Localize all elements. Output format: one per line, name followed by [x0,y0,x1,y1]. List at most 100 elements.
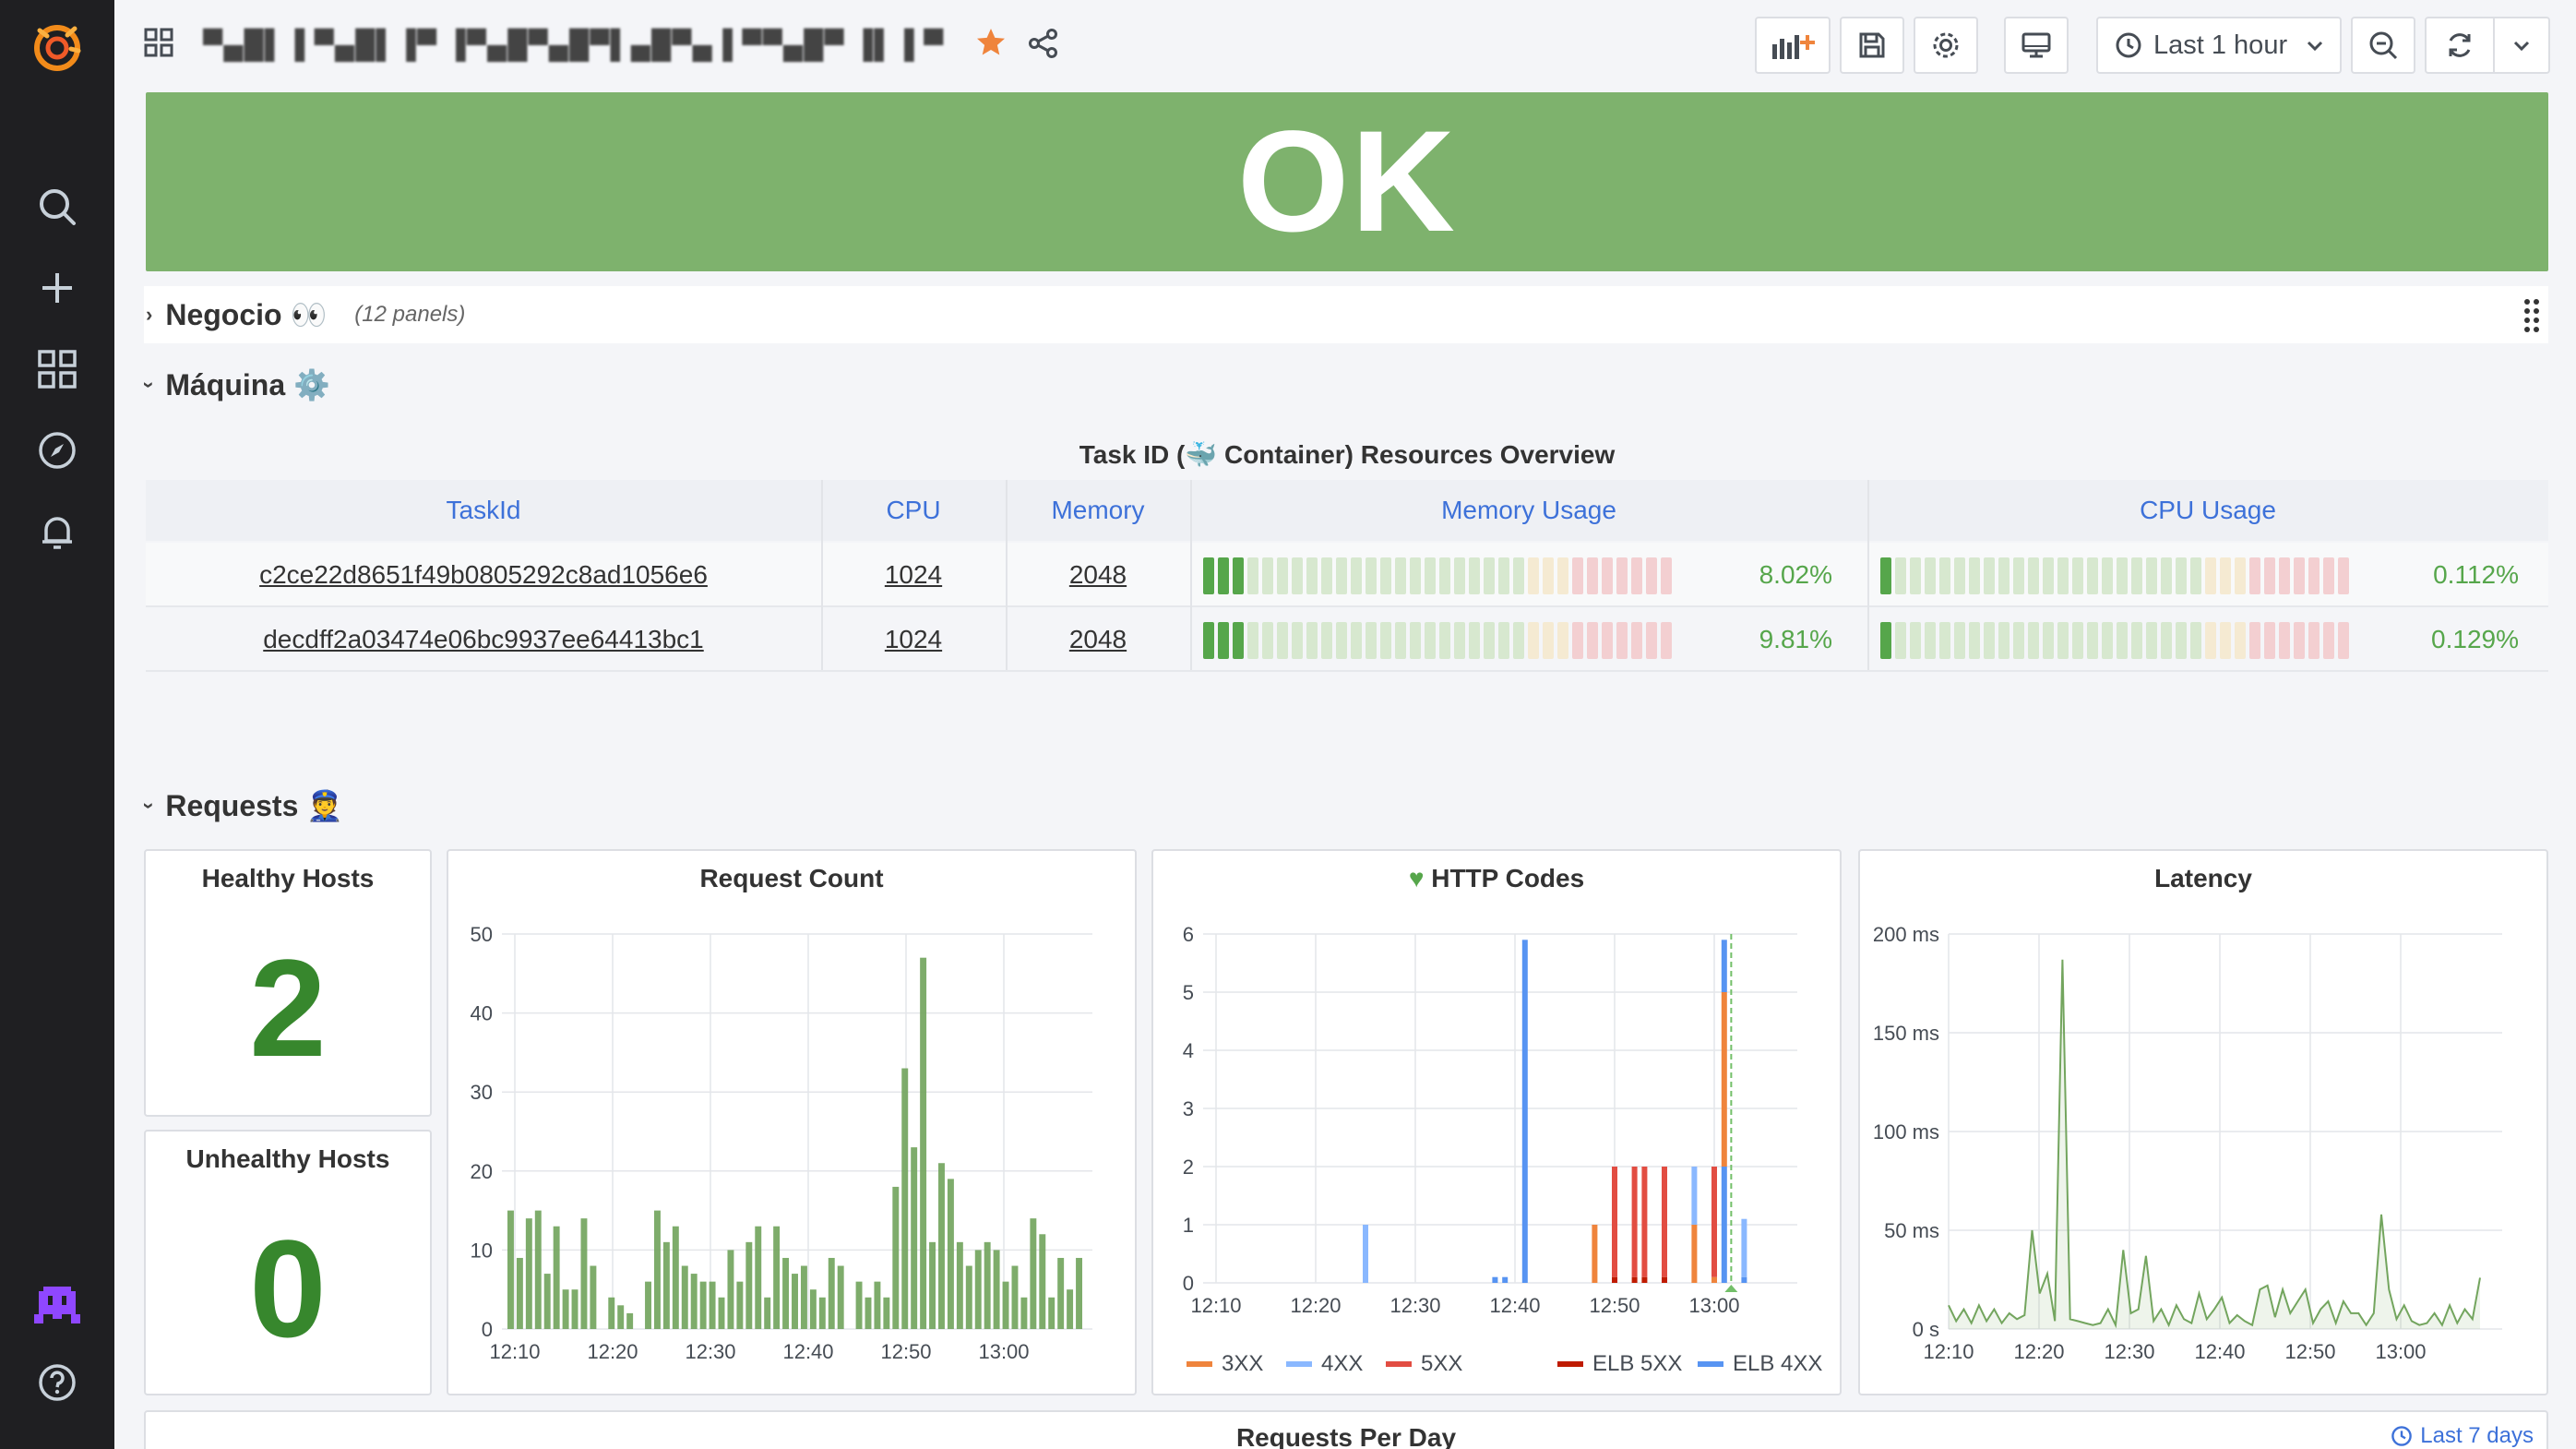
bar [709,1281,716,1329]
row-requests-header[interactable]: › Requests 👮 [138,788,343,823]
search-icon[interactable] [28,177,87,236]
explore-compass-icon[interactable] [28,421,87,480]
gauge-cell [2294,622,2305,659]
bar [920,957,927,1329]
col-cpu-usage[interactable]: CPU Usage [2140,496,2276,524]
gauge-cell [2294,557,2305,594]
dashboard-grid-icon[interactable] [144,28,173,62]
legend-item-elb-4xx[interactable]: ELB 4XX [1698,1351,1822,1377]
bar-segment [1492,1276,1498,1283]
chevron-down-icon: › [137,381,161,389]
col-cpu[interactable]: CPU [886,496,941,524]
y-tick-label: 1 [1183,1214,1194,1237]
bar-segment [1721,992,1727,1167]
memory-usage-value: 9.81% [1759,625,1832,653]
requests-per-day-panel[interactable]: Requests Per Day Last 7 days [144,1410,2548,1449]
row-negocio[interactable] [144,286,2548,343]
x-tick-label: 12:30 [1389,1294,1440,1317]
gauge-cell [2043,557,2054,594]
dashboard-settings-button[interactable] [1914,17,1978,74]
gauge-cell [2013,557,2024,594]
gauge-cell [1218,622,1229,659]
gauge-cell [1484,557,1495,594]
resources-table-title: Task ID (🐳 Container) Resources Overview [1079,440,1616,469]
legend-item-4xx[interactable]: 4XX [1286,1351,1363,1377]
grafana-logo-icon[interactable] [28,18,87,78]
panel-title: Latency [2154,864,2252,892]
col-taskid[interactable]: TaskId [446,496,521,524]
gauge-cell [1351,557,1362,594]
gear-icon [1933,32,1959,58]
row-negocio-header[interactable]: › Negocio 👀 (12 panels) [146,297,465,332]
memory-link[interactable]: 2048 [1068,625,1127,653]
gauge-cell [2235,557,2246,594]
zoom-out-button[interactable] [2351,17,2415,74]
request-count-panel[interactable]: Request Count 0 10 20 30 40 50 12:10 12:20 12:30… [447,849,1137,1395]
dashboards-grid-icon[interactable] [28,340,87,399]
healthy-hosts-panel[interactable]: Healthy Hosts 2 [144,849,432,1117]
bar [865,1297,872,1329]
gauge-cell [2146,622,2157,659]
col-memory-usage[interactable]: Memory Usage [1441,496,1616,524]
cpu-link[interactable]: 1024 [884,560,943,589]
gauge-cell [2205,557,2216,594]
gauge-cell [1262,557,1273,594]
bar [755,1226,762,1329]
gauge-cell [2131,557,2142,594]
user-avatar-icon[interactable] [28,1275,87,1335]
status-stat-panel[interactable]: OK [146,92,2548,271]
breadcrumb[interactable]: ▀▄█▌▐ ▀▄█▌▐▀ ▐▀▄█▀▄█▀▌▄█▀▄▐ ▀▀▄█▀ ▐▌▐ ▀ [203,30,945,60]
gauge-cell [1439,622,1450,659]
share-icon[interactable] [1028,28,1059,64]
gauge-cell [1247,557,1258,594]
drag-handle-icon[interactable] [2522,297,2541,339]
cpu-usage-gauge [1880,557,2349,594]
annotation-marker [1724,1285,1738,1292]
unhealthy-hosts-panel[interactable]: Unhealthy Hosts 0 [144,1130,432,1395]
panel-time-override[interactable]: Last 7 days [2391,1423,2534,1449]
gauge-cell [2087,622,2098,659]
chevron-down-icon: › [137,802,161,809]
bar [947,1179,954,1329]
http-codes-panel[interactable]: ♥ HTTP Codes 0 1 2 3 4 5 6 12:10 12:20 12:30 12:40… [1151,849,1842,1395]
bar [837,1265,844,1329]
legend-item-elb-5xx[interactable]: ELB 5XX [1557,1351,1682,1377]
bar [855,1281,863,1329]
legend-item-5xx[interactable]: 5XX [1386,1351,1462,1377]
row-maquina-header[interactable]: › Máquina ⚙️ [138,367,330,402]
bar [773,1226,781,1329]
bar [681,1265,688,1329]
save-dashboard-button[interactable] [1840,17,1904,74]
gauge-cell [1410,557,1421,594]
gauge-cell [1602,622,1613,659]
gauge-cell [2131,622,2142,659]
request-count-chart: 0 10 20 30 40 50 12:10 12:20 12:30 12:40 12:50 13:0… [471,923,1092,1363]
add-panel-button[interactable] [1755,17,1831,74]
y-tick-label: 40 [471,1002,493,1025]
bar [929,1241,936,1329]
tv-mode-button[interactable] [2004,17,2069,74]
legend-item-3xx[interactable]: 3XX [1187,1351,1263,1377]
bar [525,1218,532,1329]
refresh-button[interactable] [2425,17,2495,74]
refresh-interval-dropdown[interactable] [2493,17,2550,74]
bar-segment [1641,1276,1648,1283]
star-icon[interactable] [974,26,1008,64]
latency-panel[interactable]: Latency 0 s 50 ms 100 ms 150 ms 200 ms 12:10 1… [1858,849,2548,1395]
memory-link[interactable]: 2048 [1068,560,1127,589]
task-id-link[interactable]: c2ce22d8651f49b0805292c8ad1056e6 [259,560,708,589]
gauge-cell [1925,622,1936,659]
time-picker-button[interactable]: Last 1 hour [2096,17,2342,74]
gauge-cell [1262,622,1273,659]
x-tick-label: 12:30 [2104,1340,2154,1363]
task-id-link[interactable]: decdff2a03474e06bc9937ee64413bc1 [263,625,704,653]
alerting-bell-icon[interactable] [28,502,87,561]
gauge-cell [1218,557,1229,594]
panel-title: ♥ HTTP Codes [1153,864,1840,893]
help-icon[interactable] [28,1353,87,1412]
column-divider [1006,480,1008,670]
create-plus-icon[interactable] [28,258,87,317]
col-memory[interactable]: Memory [1051,496,1145,524]
gauge-cell [1616,557,1628,594]
cpu-link[interactable]: 1024 [884,625,943,653]
